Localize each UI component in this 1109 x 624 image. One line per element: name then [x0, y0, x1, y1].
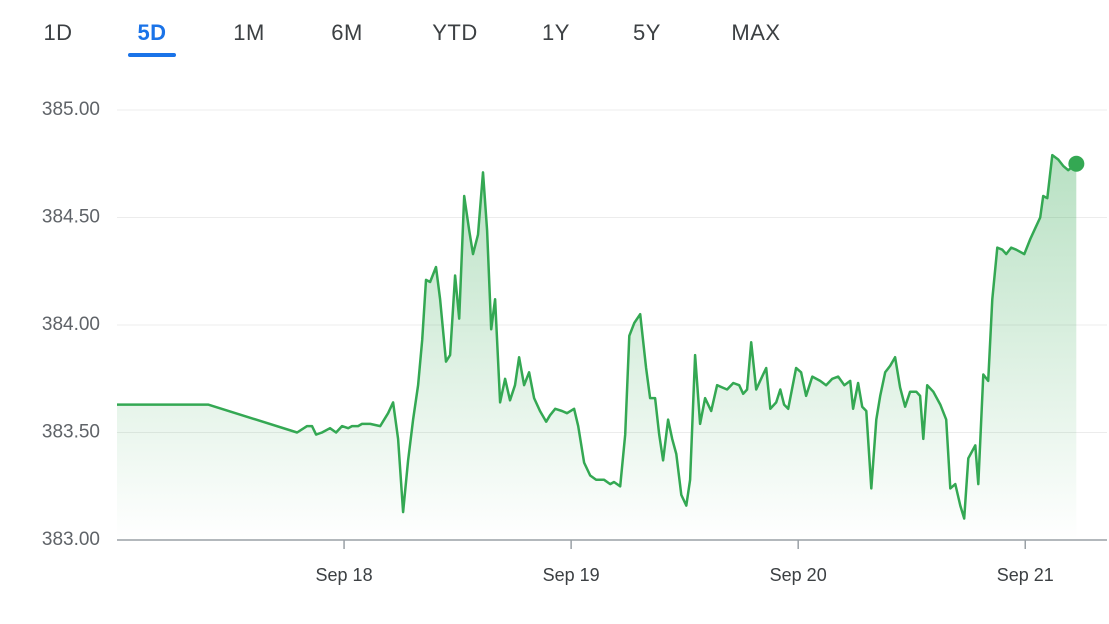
last-point [1068, 155, 1085, 172]
y-tick-label: 383.50 [42, 422, 100, 443]
y-tick-label: 384.50 [42, 207, 100, 228]
y-tick-label: 384.00 [42, 314, 100, 335]
range-tab[interactable]: 5Y [633, 20, 661, 45]
active-tab-underline [128, 53, 176, 57]
x-tick-label: Sep 19 [543, 565, 600, 585]
range-tab[interactable]: 6M [331, 20, 363, 45]
range-tab[interactable]: 1Y [542, 20, 570, 45]
range-tabs: 1D 5D 1M 6M YTD 1Y 5Y MAX [43, 20, 780, 57]
area-fill [117, 155, 1077, 540]
plot: 383.00 383.50 384.00 384.50 385.00 Sep 18 Sep … [42, 99, 1107, 585]
x-tick-label: Sep 18 [316, 565, 373, 585]
x-tick-label: Sep 20 [770, 565, 827, 585]
y-tick-label: 383.00 [42, 529, 100, 550]
range-tab[interactable]: 5D [137, 20, 166, 45]
y-tick-label: 385.00 [42, 99, 100, 120]
range-tab[interactable]: MAX [731, 20, 780, 45]
x-tick-label: Sep 21 [997, 565, 1054, 585]
range-tab[interactable]: YTD [432, 20, 478, 45]
range-tab[interactable]: 1D [43, 20, 72, 45]
range-tab[interactable]: 1M [233, 20, 265, 45]
price-line [117, 153, 1078, 520]
